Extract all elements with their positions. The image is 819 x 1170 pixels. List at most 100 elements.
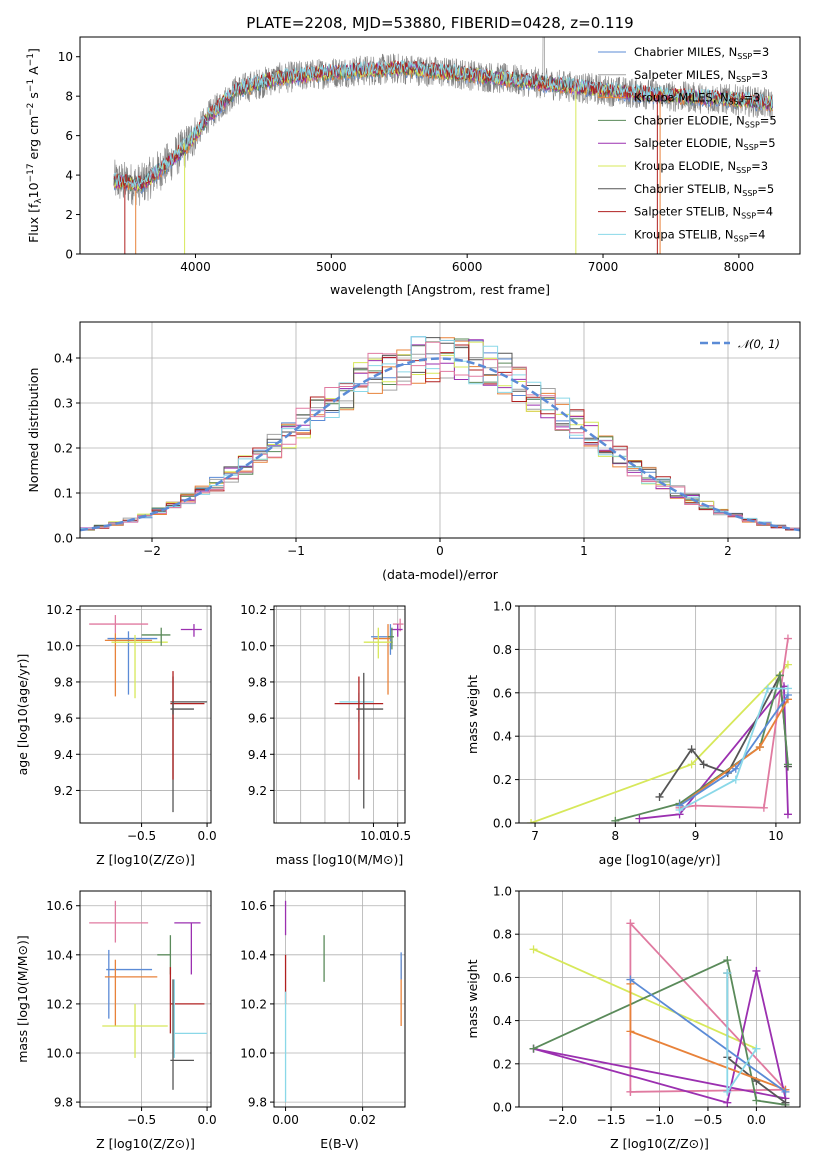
weight-marker xyxy=(723,956,732,965)
errorbars xyxy=(284,900,402,1103)
y-tick-label: 0.1 xyxy=(54,487,73,501)
weight-marker xyxy=(723,1098,732,1107)
spectrum-lines xyxy=(113,37,773,254)
x-tick-label: 10.0 xyxy=(360,829,387,843)
y-tick-label: 10.2 xyxy=(46,603,73,617)
weight-marker xyxy=(675,805,684,814)
legend-entry: Chabrier ELODIE, NSSP=5 xyxy=(634,113,777,129)
y-tick-label: 10.4 xyxy=(240,948,267,962)
y-tick-label: 0.2 xyxy=(493,773,512,787)
weight-marker xyxy=(752,1044,761,1053)
y-tick-label: 0.0 xyxy=(493,817,512,831)
weight-marker xyxy=(763,684,772,693)
weight-marker xyxy=(755,743,764,752)
legend-entry: Chabrier MILES, NSSP=3 xyxy=(634,45,769,61)
x-tick-label: 8 xyxy=(612,829,620,843)
y-tick-label: 9.8 xyxy=(248,1096,267,1110)
y-tick-label: 0 xyxy=(65,248,73,262)
errorbars xyxy=(89,615,208,813)
x-tick-label: 9 xyxy=(692,829,700,843)
panel-spectrum: 4000 5000 6000 7000 8000 0 2 4 6 8 10 wavelength [A… xyxy=(26,36,801,297)
y-tick-label: 0.4 xyxy=(493,1014,512,1028)
weight-marker xyxy=(781,1098,790,1107)
x-axis-label: wavelength [Angstrom, rest frame] xyxy=(330,282,550,297)
y-tick-label: 9.2 xyxy=(248,784,267,798)
axes-frame xyxy=(79,36,801,255)
x-tick-label: 7 xyxy=(531,829,539,843)
x-tick-label: −1.0 xyxy=(645,1113,674,1127)
y-tick-label: 10.0 xyxy=(240,639,267,653)
y-tick-label: 10.0 xyxy=(46,639,73,653)
x-tick-label: 0 xyxy=(436,544,444,558)
weight-series xyxy=(679,687,788,811)
y-axis-label: Flux [fλ10−17 erg cm−2 s−1 A−1] xyxy=(26,48,44,243)
x-tick-label: −0.5 xyxy=(127,1113,156,1127)
panel-mass_vs_EBV: 0.00 0.02 9.8 10.0 10.2 10.4 10.6 E(B-V) xyxy=(240,890,406,1151)
legend-entry: Kroupa ELODIE, NSSP=3 xyxy=(634,159,768,175)
y-tick-label: 0.8 xyxy=(493,643,512,657)
y-tick-label: 8 xyxy=(65,90,73,104)
weight-marker xyxy=(783,660,792,669)
weight-marker xyxy=(731,764,740,773)
weight-marker xyxy=(781,1087,790,1096)
x-tick-label: 10 xyxy=(768,829,783,843)
x-tick-label: 4000 xyxy=(180,260,211,274)
y-tick-label: 9.8 xyxy=(54,675,73,689)
x-tick-label: 1 xyxy=(580,544,588,558)
x-axis-label: mass [log10(M/M⊙)] xyxy=(276,852,404,867)
model-spectrum xyxy=(113,60,773,189)
y-axis-label: age [log10(age/yr)] xyxy=(15,654,30,776)
x-tick-label: −2 xyxy=(143,544,161,558)
y-tick-label: 10 xyxy=(58,50,73,64)
legend-entry: Salpeter STELIB, NSSP=4 xyxy=(634,205,773,221)
weight-lines xyxy=(527,634,792,823)
legend-entry: Kroupa MILES, NSSP=3 xyxy=(634,91,760,107)
figure-title: PLATE=2208, MJD=53880, FIBERID=0428, z=0… xyxy=(246,14,633,32)
y-tick-label: 0.2 xyxy=(54,442,73,456)
axes-frame xyxy=(79,605,212,824)
weight-series xyxy=(533,948,757,1050)
x-tick-label: 0.0 xyxy=(198,829,217,843)
y-tick-label: 10.4 xyxy=(46,948,73,962)
y-tick-label: 9.6 xyxy=(54,712,73,726)
x-tick-label: 2 xyxy=(724,544,732,558)
y-tick-label: 9.2 xyxy=(54,784,73,798)
weight-marker xyxy=(723,969,732,978)
y-tick-label: 0.0 xyxy=(493,1101,512,1115)
x-tick-label: 7000 xyxy=(588,260,619,274)
legend-entry: 𝒩(0, 1) xyxy=(738,337,780,351)
x-axis-label: Z [log10(Z/Z⊙)] xyxy=(610,1136,709,1151)
x-tick-label: −0.5 xyxy=(127,829,156,843)
weight-marker xyxy=(731,775,740,784)
x-tick-label: −1.5 xyxy=(596,1113,625,1127)
y-tick-label: 9.8 xyxy=(54,1096,73,1110)
weight-marker xyxy=(626,1087,635,1096)
legend-entry: Chabrier STELIB, NSSP=5 xyxy=(634,182,774,198)
y-tick-label: 0.4 xyxy=(54,352,73,366)
y-tick-label: 10.6 xyxy=(240,899,267,913)
y-tick-label: 9.8 xyxy=(248,675,267,689)
weight-marker xyxy=(626,919,635,928)
errorbars xyxy=(334,618,404,809)
panel-residuals: −2 −1 0 1 2 0.0 0.1 0.2 0.3 0.4 (data-model)/error… xyxy=(26,321,801,582)
x-tick-label: 0.00 xyxy=(272,1113,299,1127)
x-tick-label: 0.02 xyxy=(349,1113,376,1127)
y-tick-label: 10.6 xyxy=(46,899,73,913)
x-tick-label: −2.0 xyxy=(548,1113,577,1127)
y-tick-label: 6 xyxy=(65,129,73,143)
weight-marker xyxy=(527,819,536,823)
y-tick-label: 0.3 xyxy=(54,397,73,411)
x-tick-label: 10.5 xyxy=(384,829,411,843)
y-tick-label: 0.8 xyxy=(493,928,512,942)
y-tick-label: 10.2 xyxy=(240,997,267,1011)
x-axis-label: age [log10(age/yr)] xyxy=(599,852,721,867)
y-axis-label: mass weight xyxy=(465,959,480,1038)
weight-marker xyxy=(723,1087,732,1096)
weight-series xyxy=(679,638,789,809)
x-tick-label: 5000 xyxy=(316,260,347,274)
weight-marker xyxy=(626,975,635,984)
y-tick-label: 1.0 xyxy=(493,600,512,614)
y-tick-label: 4 xyxy=(65,169,73,183)
